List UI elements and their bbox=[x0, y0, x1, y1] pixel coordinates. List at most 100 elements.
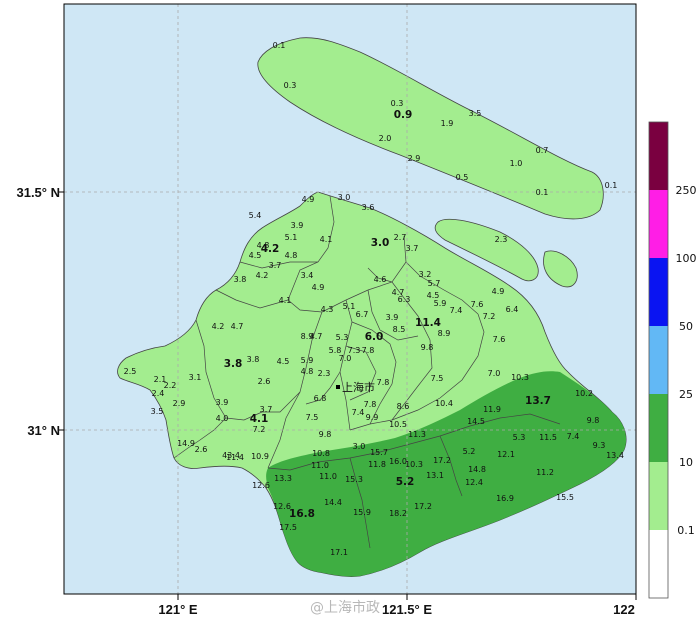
station-value: 3.0 bbox=[371, 237, 390, 249]
station-value: 4.9 bbox=[302, 195, 315, 204]
station-value: 10.9 bbox=[251, 452, 269, 461]
station-value: 3.5 bbox=[151, 407, 164, 416]
station-value: 3.7 bbox=[269, 261, 282, 270]
station-value: 7.8 bbox=[362, 346, 375, 355]
legend-label: 100 bbox=[676, 252, 697, 265]
station-value: 7.4 bbox=[567, 432, 580, 441]
station-value: 4.6 bbox=[374, 275, 387, 284]
station-value: 10.3 bbox=[511, 373, 529, 382]
legend-border bbox=[648, 121, 669, 599]
station-value: 5.2 bbox=[463, 447, 476, 456]
changxing-island bbox=[434, 218, 539, 282]
station-value: 13.1 bbox=[426, 471, 444, 480]
station-value: 7.0 bbox=[339, 354, 352, 363]
station-value: 7.4 bbox=[352, 408, 365, 417]
x-tick-121-5: 121.5° E bbox=[382, 602, 432, 617]
station-value: 4.7 bbox=[231, 322, 244, 331]
station-value: 4.1 bbox=[320, 235, 333, 244]
station-value: 7.5 bbox=[306, 413, 319, 422]
station-value: 2.9 bbox=[408, 154, 421, 163]
legend-label: 10 bbox=[679, 456, 693, 469]
station-value: 17.1 bbox=[330, 548, 348, 557]
station-value: 2.6 bbox=[195, 445, 208, 454]
station-value: 13.7 bbox=[525, 395, 551, 407]
station-value: 5.1 bbox=[343, 302, 356, 311]
station-value: 7.4 bbox=[450, 306, 463, 315]
legend-label: 50 bbox=[679, 320, 693, 333]
station-value: 2.2 bbox=[164, 381, 177, 390]
legend-swatch bbox=[649, 326, 668, 394]
station-value: 11.0 bbox=[311, 461, 329, 470]
station-value: 4.1 bbox=[250, 413, 269, 425]
legend-swatch bbox=[649, 122, 668, 190]
city-marker bbox=[336, 385, 340, 389]
station-value: 3.5 bbox=[469, 109, 482, 118]
station-value: 7.6 bbox=[493, 335, 506, 344]
station-value: 11.2 bbox=[536, 468, 554, 477]
station-value: 0.1 bbox=[273, 41, 286, 50]
station-value: 15.9 bbox=[353, 508, 371, 517]
station-value: 13.3 bbox=[274, 474, 292, 483]
legend-label: 25 bbox=[679, 388, 693, 401]
station-value: 9.8 bbox=[319, 430, 332, 439]
station-value: 3.0 bbox=[353, 442, 366, 451]
station-value: 16.8 bbox=[289, 508, 315, 520]
station-value: 7.8 bbox=[364, 400, 377, 409]
station-value: 0.3 bbox=[284, 81, 297, 90]
station-value: 10.2 bbox=[575, 389, 593, 398]
station-value: 2.9 bbox=[173, 399, 186, 408]
station-value: 3.6 bbox=[362, 203, 375, 212]
station-value: 0.5 bbox=[456, 173, 469, 182]
station-value: 9.9 bbox=[366, 413, 379, 422]
map-frame bbox=[63, 3, 637, 595]
station-value: 14.5 bbox=[467, 417, 485, 426]
station-value: 7.6 bbox=[471, 300, 484, 309]
station-value: 2.6 bbox=[258, 377, 271, 386]
station-value: 8.5 bbox=[393, 325, 406, 334]
station-value: 4.2 bbox=[256, 271, 269, 280]
legend-label: 0.1 bbox=[677, 524, 695, 537]
station-value: 4.2 bbox=[261, 243, 280, 255]
station-value: 43.4 bbox=[222, 451, 240, 460]
station-value: 5.2 bbox=[396, 476, 415, 488]
station-value: 8.6 bbox=[397, 402, 410, 411]
station-value: 4.9 bbox=[312, 283, 325, 292]
legend-swatch bbox=[649, 190, 668, 258]
station-value: 15.3 bbox=[345, 475, 363, 484]
heavy-rain-zone bbox=[266, 371, 627, 577]
station-value: 11.5 bbox=[539, 433, 557, 442]
station-value: 17.2 bbox=[414, 502, 432, 511]
chongming-island bbox=[257, 37, 604, 220]
station-value: 4.0 bbox=[216, 414, 229, 423]
station-value: 12.6 bbox=[252, 481, 270, 490]
station-value: 4.1 bbox=[279, 296, 292, 305]
station-value: 11.8 bbox=[368, 460, 386, 469]
station-value: 5.3 bbox=[513, 433, 526, 442]
legend-swatch bbox=[649, 462, 668, 530]
station-value: 9.8 bbox=[587, 416, 600, 425]
station-value: 3.9 bbox=[216, 398, 229, 407]
station-value: 3.0 bbox=[338, 193, 351, 202]
legend-swatch bbox=[649, 394, 668, 462]
station-value: 17.2 bbox=[433, 456, 451, 465]
station-value: 16.9 bbox=[496, 494, 514, 503]
station-value: 4.7 bbox=[392, 288, 405, 297]
station-value: 3.1 bbox=[189, 373, 202, 382]
station-value: 0.3 bbox=[391, 99, 404, 108]
station-value: 5.9 bbox=[434, 299, 447, 308]
station-value: 4.7 bbox=[310, 332, 323, 341]
station-value: 5.4 bbox=[249, 211, 262, 220]
station-value: 11.4 bbox=[226, 453, 244, 462]
station-value: 14.9 bbox=[177, 439, 195, 448]
station-value: 10.5 bbox=[389, 420, 407, 429]
y-tick-31-5: 31.5° N bbox=[16, 185, 60, 200]
station-value: 16.0 bbox=[389, 457, 407, 466]
station-value: 2.0 bbox=[379, 134, 392, 143]
station-value: 4.2 bbox=[212, 322, 225, 331]
station-value: 4.8 bbox=[257, 241, 270, 250]
station-value: 4.8 bbox=[285, 251, 298, 260]
station-value: 0.7 bbox=[536, 146, 549, 155]
station-value: 6.4 bbox=[506, 305, 519, 314]
station-value: 12.1 bbox=[497, 450, 515, 459]
station-value: 9.3 bbox=[593, 441, 606, 450]
